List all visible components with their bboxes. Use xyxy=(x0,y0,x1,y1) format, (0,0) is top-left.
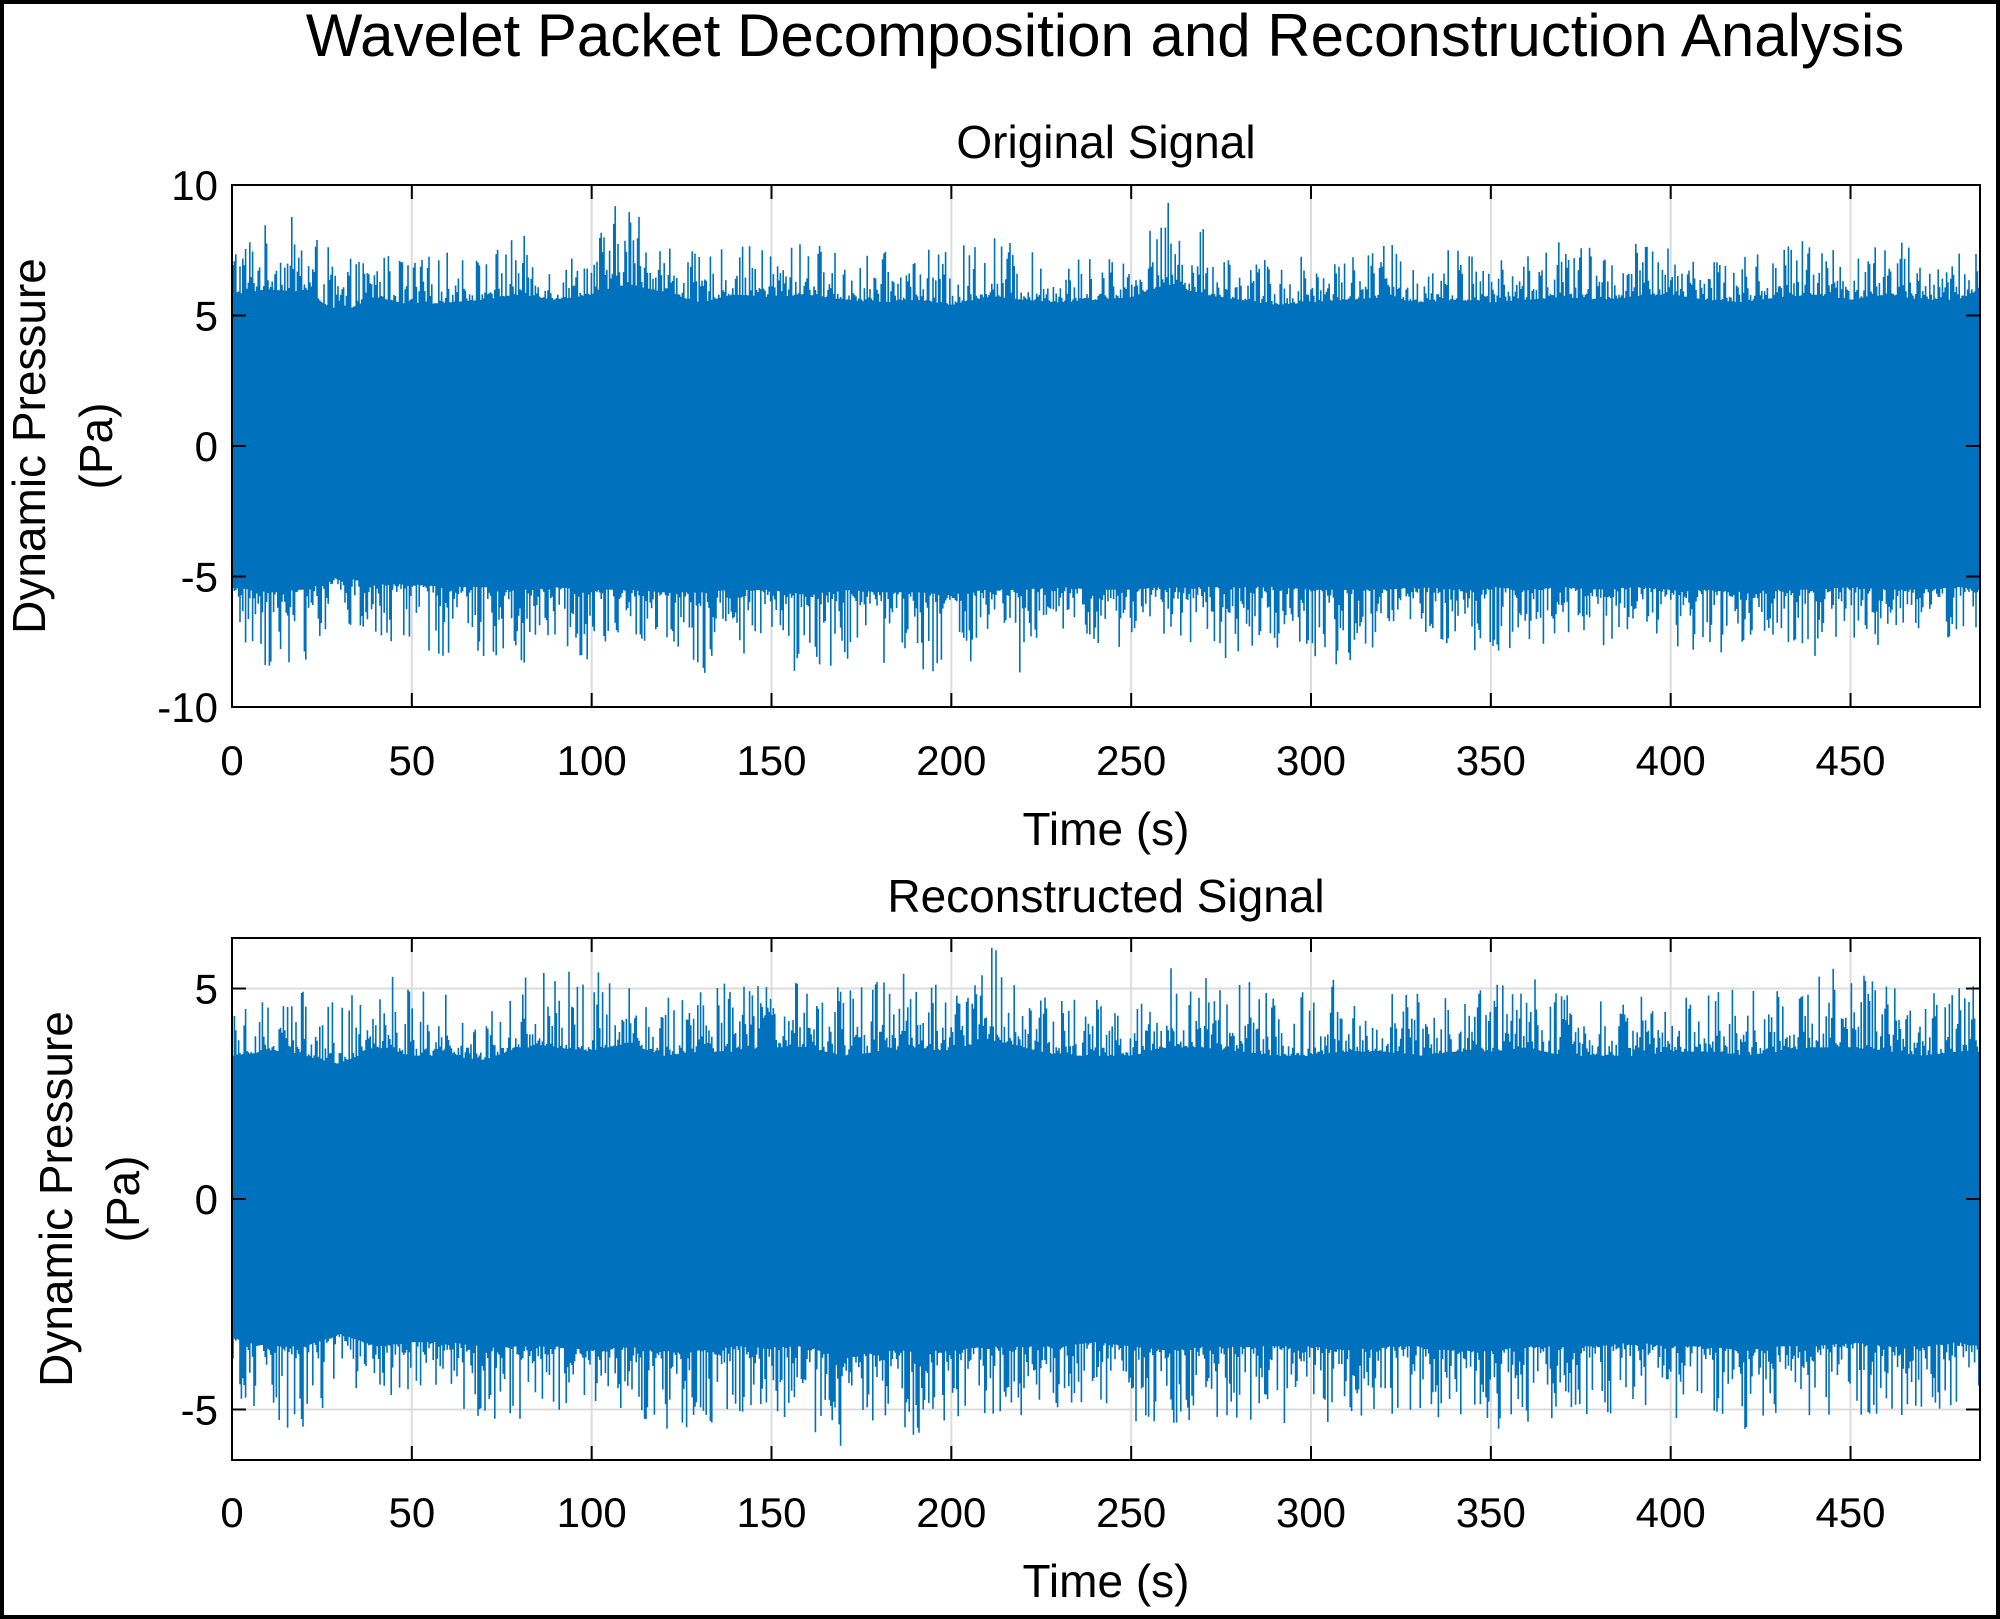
signal-core-band xyxy=(232,1067,1980,1331)
x-tick-label: 250 xyxy=(1096,737,1166,784)
x-tick-label: 200 xyxy=(916,737,986,784)
subplot-title: Original Signal xyxy=(956,116,1255,168)
x-tick-label: 200 xyxy=(916,1489,986,1536)
figure-title: Wavelet Packet Decomposition and Reconst… xyxy=(306,2,1905,69)
charts-container: 0 50 100 150 200 250 300 350 400 4501050-5-10Orig… xyxy=(3,116,1981,1607)
subplot-2: 0 50 100 150 200 250 300 350 400 45050-5Reconstru… xyxy=(30,870,1981,1607)
y-tick-label: 5 xyxy=(195,293,218,340)
x-tick-label: 150 xyxy=(736,737,806,784)
x-tick-label: 450 xyxy=(1815,737,1885,784)
y-axis-label-line-1: Dynamic Pressure xyxy=(3,258,55,634)
x-axis-label: Time (s) xyxy=(1023,803,1190,855)
x-tick-label: 0 xyxy=(220,1489,243,1536)
y-tick-label: 10 xyxy=(171,162,218,209)
x-axis-label: Time (s) xyxy=(1023,1555,1190,1607)
x-tick-label: 400 xyxy=(1636,1489,1706,1536)
x-tick-label: 400 xyxy=(1636,737,1706,784)
x-tick-label: 300 xyxy=(1276,737,1346,784)
x-tick-label: 100 xyxy=(557,737,627,784)
x-tick-label: 300 xyxy=(1276,1489,1346,1536)
x-tick-label: 450 xyxy=(1815,1489,1885,1536)
subplot-title: Reconstructed Signal xyxy=(887,870,1324,922)
y-tick-label: -5 xyxy=(181,554,218,601)
subplot-1: 0 50 100 150 200 250 300 350 400 4501050-5-10Orig… xyxy=(3,116,1981,855)
signal-core-band xyxy=(232,313,1980,568)
y-tick-label: -5 xyxy=(181,1386,218,1433)
x-tick-label: 250 xyxy=(1096,1489,1166,1536)
x-tick-label: 150 xyxy=(736,1489,806,1536)
x-tick-label: 100 xyxy=(557,1489,627,1536)
x-tick-label: 50 xyxy=(388,737,435,784)
x-tick-label: 350 xyxy=(1456,1489,1526,1536)
x-tick-label: 50 xyxy=(388,1489,435,1536)
y-axis-label-line-1: Dynamic Pressure xyxy=(30,1011,82,1387)
y-tick-label: 0 xyxy=(195,1176,218,1223)
x-tick-label: 0 xyxy=(220,737,243,784)
x-tick-label: 350 xyxy=(1456,737,1526,784)
y-tick-label: 0 xyxy=(195,423,218,470)
y-axis-label-line-2: (Pa) xyxy=(70,403,122,490)
y-tick-label: 5 xyxy=(195,966,218,1013)
y-tick-label: -10 xyxy=(157,684,218,731)
y-axis-label-line-2: (Pa) xyxy=(97,1156,149,1243)
